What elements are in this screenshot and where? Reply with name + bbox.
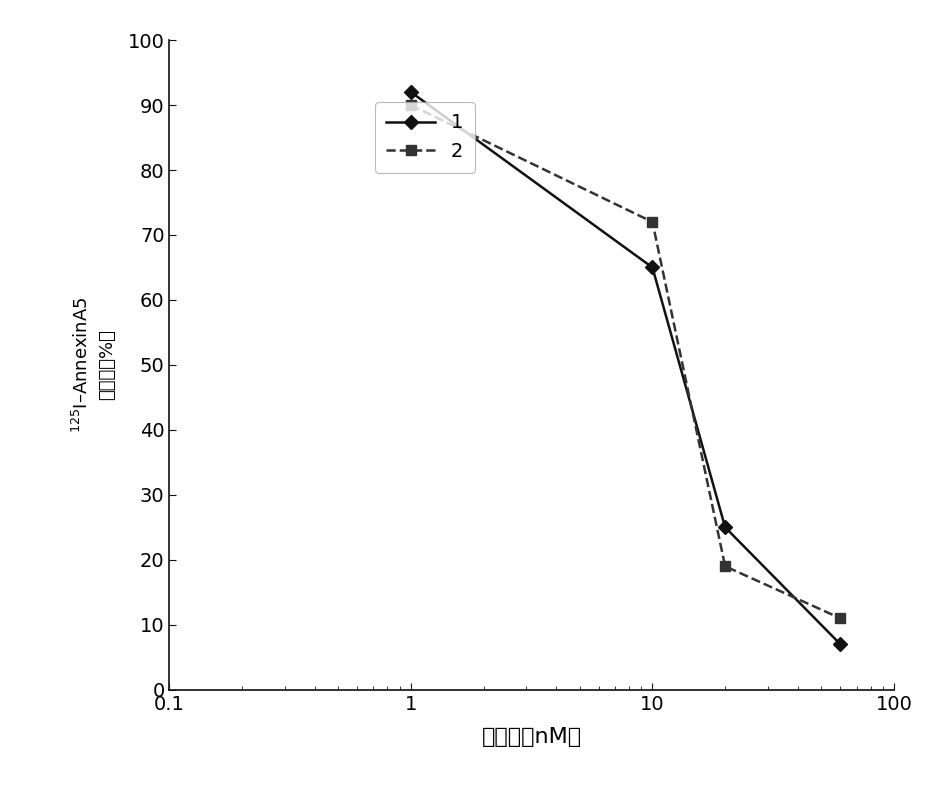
1 [835, 639, 846, 649]
1 [646, 263, 658, 273]
2 [646, 217, 658, 227]
Line: 1: 1 [407, 87, 845, 649]
1 [720, 523, 731, 533]
X-axis label: 竞争物（nM）: 竞争物（nM） [482, 727, 582, 747]
2 [406, 100, 417, 110]
1 [406, 87, 417, 97]
Line: 2: 2 [407, 100, 845, 623]
2 [720, 561, 731, 571]
2 [835, 614, 846, 623]
Y-axis label: $^{125}$I–AnnexinA5
结合率（%）: $^{125}$I–AnnexinA5 结合率（%） [72, 297, 117, 433]
Legend: 1, 2: 1, 2 [375, 102, 474, 173]
